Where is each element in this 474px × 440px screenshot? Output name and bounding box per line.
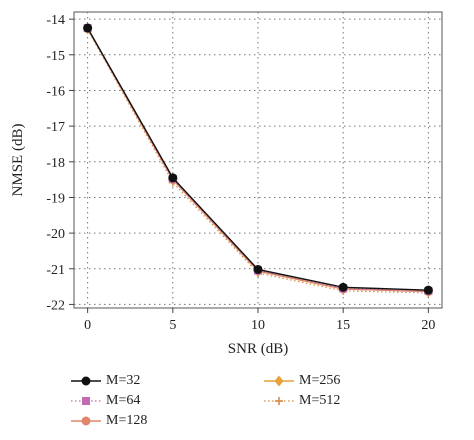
data-point [253,264,263,274]
data-point [168,173,178,183]
x-axis-label: SNR (dB) [228,341,288,357]
y-tick-label: -19 [46,191,65,206]
x-tick-label: 10 [251,318,265,333]
series-m-64 [83,24,433,295]
y-tick-label: -22 [46,298,65,313]
x-tick-label: 0 [84,318,91,333]
y-tick-label: -16 [46,84,65,99]
data-point [338,282,348,292]
y-tick-label: -14 [46,13,65,28]
data-point [83,23,93,33]
series-m-128 [83,23,433,297]
series-line [87,29,429,294]
y-tick-label: -15 [46,49,65,64]
y-tick-label: -18 [46,156,65,171]
y-tick-label: -20 [46,227,65,242]
y-tick-label: -21 [46,263,65,278]
grid-lines [74,12,442,308]
data-point [423,285,433,295]
x-tick-label: 5 [169,318,176,333]
plot-frame [73,11,443,309]
y-axis-label: NMSE (dB) [10,124,26,197]
y-tick-label: -17 [46,120,65,135]
x-tick-label: 20 [421,318,435,333]
series-m-256 [83,23,433,297]
x-tick-label: 15 [336,318,350,333]
series-m-32 [83,23,433,295]
